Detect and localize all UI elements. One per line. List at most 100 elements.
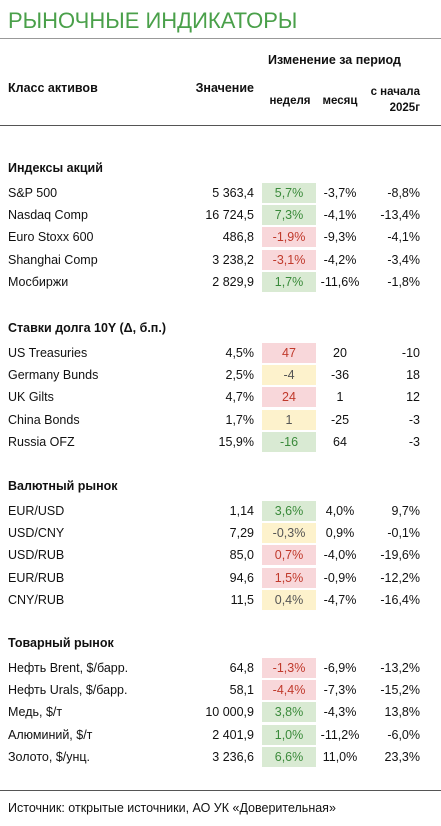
row-label: Золото, $/унц.	[8, 749, 91, 764]
week-cell	[262, 501, 316, 521]
week: 0,4%	[274, 592, 304, 607]
month: 1	[336, 390, 344, 405]
week-cell	[262, 431, 316, 452]
month: 64	[333, 434, 347, 449]
ytd: -6,0%	[387, 727, 420, 742]
ytd: 18	[406, 368, 420, 383]
week-cell	[262, 387, 316, 408]
section-title: Индексы акций	[8, 161, 103, 175]
week: 6,6%	[274, 749, 304, 764]
row-label: CNY/RUB	[8, 592, 65, 607]
week-cell	[262, 205, 316, 226]
week: 1,5%	[274, 570, 304, 585]
value: 7,29	[229, 526, 254, 541]
week-cell	[262, 227, 316, 248]
week: 3,8%	[274, 705, 304, 720]
col-header: Класс активов	[8, 81, 98, 95]
value: 5 363,4	[212, 186, 254, 200]
value: 2,5%	[225, 368, 255, 383]
week-cell	[262, 658, 316, 678]
week-cell	[262, 249, 316, 270]
row-label: S&P 500	[8, 186, 58, 200]
row-label: Euro Stoxx 600	[8, 230, 94, 245]
value: 1,7%	[225, 412, 255, 427]
row-label: Нефть Brent, $/барр.	[8, 661, 129, 675]
week: 5,7%	[274, 186, 304, 200]
row-label: Алюминий, $/т	[8, 727, 93, 742]
value: 94,6	[229, 570, 254, 585]
week: -1,9%	[272, 230, 306, 245]
ytd: -13,4%	[380, 208, 420, 223]
ytd: 13,8%	[384, 705, 420, 720]
month: -3,7%	[323, 186, 357, 200]
section-title: Валютный рынок	[8, 479, 118, 493]
month: -9,3%	[323, 230, 357, 245]
value: 16 724,5	[205, 208, 254, 223]
value: 486,8	[222, 230, 254, 245]
value: 2 401,9	[212, 727, 254, 742]
month: 11,0%	[322, 749, 358, 764]
value: 3 238,2	[212, 252, 254, 267]
ytd: -3,4%	[387, 252, 420, 267]
row-label: Russia OFZ	[8, 434, 75, 449]
ytd: 12	[406, 390, 420, 405]
month: -4,3%	[323, 705, 357, 720]
week: 0,7%	[274, 548, 304, 563]
week-cell	[262, 589, 316, 610]
col-header: месяц	[322, 95, 358, 107]
ytd: -13,2%	[380, 661, 420, 675]
ytd: -12,2%	[380, 570, 420, 585]
col-header: с начала 2025г	[370, 86, 420, 114]
value: 58,1	[229, 683, 254, 698]
week-cell	[262, 343, 316, 363]
month: -0,9%	[323, 570, 357, 585]
rule	[0, 38, 441, 39]
week-cell	[262, 702, 316, 723]
week-cell	[262, 746, 316, 767]
week: 7,3%	[274, 208, 304, 223]
week: 1,0%	[274, 727, 304, 742]
value: 4,5%	[225, 346, 255, 360]
week: 24	[282, 390, 296, 405]
month: -7,3%	[323, 683, 357, 698]
ytd: -3	[408, 434, 420, 449]
week-cell	[262, 680, 316, 701]
ytd: -10	[401, 346, 420, 360]
value: 85,0	[229, 548, 254, 563]
month: 4,0%	[325, 504, 355, 518]
row-label: Медь, $/т	[8, 705, 63, 720]
ytd: -1,8%	[387, 274, 420, 289]
ytd: -4,1%	[387, 230, 420, 245]
month: -36	[330, 368, 350, 383]
period-header: Изменение за период	[268, 53, 401, 67]
month: -4,0%	[323, 548, 357, 563]
row-label: US Treasuries	[8, 346, 88, 360]
month: -11,6%	[320, 274, 360, 289]
value: 15,9%	[218, 434, 254, 449]
value: 11,5	[230, 592, 254, 607]
week: -4,4%	[272, 683, 306, 698]
ytd: 23,3%	[384, 749, 420, 764]
month: -4,7%	[323, 592, 357, 607]
value: 10 000,9	[205, 705, 254, 720]
section-title: Ставки долга 10Y (Δ, б.п.)	[8, 321, 166, 335]
month: 20	[333, 346, 347, 360]
row-label: EUR/USD	[8, 504, 65, 518]
month: -4,2%	[323, 252, 357, 267]
week: -1,3%	[272, 661, 306, 675]
col-header: Значение	[195, 81, 254, 95]
rule	[0, 125, 441, 126]
week: -16	[279, 434, 299, 449]
ytd: -16,4%	[380, 592, 420, 607]
week: 3,6%	[274, 504, 304, 518]
row-label: China Bonds	[8, 412, 80, 427]
week: 47	[282, 346, 296, 360]
month: -25	[330, 412, 350, 427]
row-label: Nasdaq Comp	[8, 208, 88, 223]
month: -4,1%	[323, 208, 357, 223]
value: 4,7%	[225, 390, 255, 405]
week: 1,7%	[274, 274, 304, 289]
row-label: EUR/RUB	[8, 570, 65, 585]
row-label: Germany Bunds	[8, 368, 99, 383]
